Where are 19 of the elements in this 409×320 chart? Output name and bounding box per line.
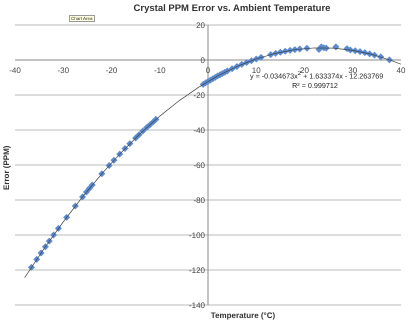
y-tick-label: -60 bbox=[193, 161, 206, 170]
x-tick-label: -30 bbox=[57, 66, 70, 75]
y-tick-label: -120 bbox=[188, 266, 206, 275]
y-tick-label: -140 bbox=[188, 301, 206, 310]
x-tick-label: -40 bbox=[9, 66, 22, 75]
x-tick-label: 30 bbox=[348, 66, 358, 75]
y-tick-label: -80 bbox=[193, 196, 206, 205]
y-axis-title: Error (PPM) bbox=[2, 145, 11, 190]
x-tick-label: 40 bbox=[396, 66, 406, 75]
x-tick-label: -10 bbox=[154, 66, 166, 75]
chart-title: Crystal PPM Error vs. Ambient Temperature bbox=[132, 3, 332, 14]
y-tick-label: -20 bbox=[193, 91, 206, 100]
y-tick-label: -40 bbox=[193, 126, 206, 135]
x-tick-label: -20 bbox=[106, 66, 118, 75]
x-axis-title: Temperature (°C) bbox=[210, 311, 276, 320]
x-tick-label: 10 bbox=[252, 66, 262, 75]
x-tick-label: 20 bbox=[300, 66, 310, 75]
y-tick-label: 20 bbox=[196, 21, 206, 30]
y-tick-label: -100 bbox=[188, 231, 206, 240]
